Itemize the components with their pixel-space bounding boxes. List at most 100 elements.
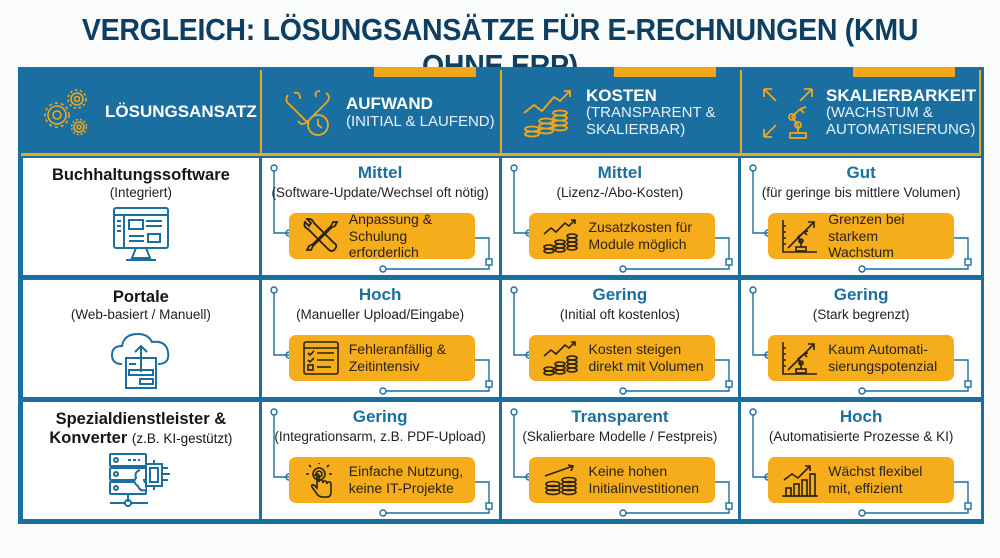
scale-robot-icon (763, 87, 813, 139)
pill-text: Module möglich (588, 236, 687, 252)
table-row: Spezialdienstleister & Konverter (z.B. KI… (21, 400, 981, 521)
comparison-table: LÖSUNGSANSATZ AUFWAND (INITIAL & LAUFEND… (18, 67, 984, 524)
pill-text: Fehleranfällig & (348, 341, 447, 358)
header-label: KOSTEN (586, 86, 657, 106)
note-pill: Zusatzkosten für Module möglich (528, 213, 715, 259)
wrench-screwdriver-icon (303, 218, 339, 252)
kosten-cell: Mittel (Lizenz-/Abo-Kosten) Zusatzkosten… (501, 158, 739, 275)
bar-chart-growth-icon (782, 465, 819, 497)
approach-name: Buchhaltungssoftware (51, 166, 230, 184)
rating-label: Gering (352, 407, 408, 426)
note-pill: Anpassung & Schulung erforderlich (288, 211, 475, 261)
coins-growth-icon (542, 219, 578, 254)
page-title: VERGLEICH: LÖSUNGSANSÄTZE FÜR E-RECHNUNG… (81, 12, 919, 83)
rating-label: Mittel (357, 163, 403, 182)
note-pill: Einfache Nutzung, keine IT-Projekte (288, 457, 475, 503)
rating-detail: (Manueller Upload/Eingabe) (296, 307, 465, 322)
rating-detail: (Software-Update/Wechsel oft nötig) (271, 185, 489, 200)
pill-text: keine IT-Projekte (348, 480, 454, 496)
robot-chart-icon (782, 342, 818, 375)
robot-chart-icon (782, 220, 818, 253)
header-accent-tab (374, 67, 476, 77)
skalierbarkeit-cell: Gut (für geringe bis mittlere Volumen) G… (741, 158, 981, 275)
rating-detail: (Stark begrenzt) (812, 307, 910, 322)
aufwand-cell: Mittel (Software-Update/Wechsel oft nöti… (261, 158, 499, 275)
note-pill: Kaum Automati-sierungspotenzial (768, 335, 955, 381)
approach-name: Spezialdienstleister & Konverter (z.B. KI… (23, 410, 259, 448)
rating-label: Gut (846, 163, 876, 182)
coins-growth-icon (542, 341, 578, 376)
approach-cell: Spezialdienstleister & Konverter (z.B. KI… (23, 402, 259, 519)
rating-label: Transparent (571, 407, 669, 426)
pill-text: Schulung erforderlich (348, 227, 419, 261)
header-label: LÖSUNGSANSATZ (105, 102, 257, 122)
pill-text: Wachstum (828, 244, 894, 261)
tools-clock-icon (285, 89, 330, 136)
aufwand-cell: Gering (Integrationsarm, z.B. PDF-Upload… (261, 402, 499, 519)
kosten-cell: Gering (Initial oft kostenlos) Kosten st… (501, 280, 739, 397)
checklist-form-icon (302, 341, 339, 375)
approach-sub: (z.B. KI-gestützt) (131, 430, 233, 446)
rating-label: Gering (592, 285, 648, 304)
header-label: SKALIERBARKEIT (826, 86, 977, 106)
skalierbarkeit-cell: Gering (Stark begrenzt) Kaum Automati-si… (741, 280, 981, 397)
pill-text: Anpassung & (348, 211, 433, 228)
table-row: Buchhaltungssoftware (Integriert) Mittel… (21, 156, 981, 277)
header-sublabel: AUTOMATISIERUNG) (826, 120, 976, 138)
aufwand-cell: Hoch (Manueller Upload/Eingabe) Fehleran… (261, 280, 499, 397)
pill-text: Keine hohen (588, 463, 668, 480)
monitor-software-icon (112, 206, 169, 261)
rating-detail: (Lizenz-/Abo-Kosten) (556, 185, 684, 200)
note-pill: Fehleranfällig & Zeitintensiv (288, 335, 475, 381)
pill-text: Grenzen bei starkem (828, 211, 905, 244)
rating-detail: (Integrationsarm, z.B. PDF-Upload) (274, 429, 486, 444)
rating-detail: (für geringe bis mittlere Volumen) (761, 185, 961, 200)
hand-tap-icon (305, 463, 332, 498)
approach-cell: Portale (Web-basiert / Manuell) (23, 280, 259, 397)
pill-text: mit, effizient (828, 480, 903, 496)
rating-label: Gering (833, 285, 889, 304)
header-sublabel: (TRANSPARENT & (586, 104, 716, 122)
header-sublabel: (WACHSTUM & (826, 104, 933, 122)
header-divider (21, 153, 981, 156)
pill-text: sierungspotenzial (828, 358, 938, 374)
skalierbarkeit-cell: Hoch (Automatisierte Prozesse & KI) Wäch… (741, 402, 981, 519)
table-header: LÖSUNGSANSATZ AUFWAND (INITIAL & LAUFEND… (21, 67, 981, 156)
rating-detail: (Initial oft kostenlos) (559, 307, 680, 322)
header-accent-tab (614, 67, 716, 77)
pill-text: Zeitintensiv (348, 358, 420, 374)
header-sublabel: SKALIERBAR) (586, 120, 686, 138)
rating-detail: (Automatisierte Prozesse & KI) (768, 429, 954, 444)
header-sublabel: (INITIAL & LAUFEND) (346, 112, 495, 130)
cloud-upload-icon (110, 332, 170, 389)
pill-text: Initialinvestitionen (588, 480, 700, 496)
coins-growth-icon (523, 89, 571, 137)
header-cell-aufwand: AUFWAND (INITIAL & LAUFEND) (262, 67, 502, 155)
header-label: AUFWAND (346, 94, 433, 114)
pill-text: Einfache Nutzung, (348, 463, 464, 480)
rating-label: Mittel (597, 163, 643, 182)
approach-name-line2: Konverter (49, 428, 128, 447)
pill-text: direkt mit Volumen (588, 358, 704, 374)
pill-text: Kosten steigen (588, 341, 682, 358)
note-pill: Keine hohen Initialinvestitionen (528, 457, 715, 503)
header-accent-tab (853, 67, 955, 77)
approach-name: Portale (112, 288, 169, 306)
gears-icon (44, 88, 88, 135)
note-pill: Grenzen bei starkem Wachstum (768, 211, 955, 261)
header-cell-loesungsansatz: LÖSUNGSANSATZ (21, 70, 262, 155)
approach-name-line1: Spezialdienstleister & (55, 410, 227, 428)
coins-arrow-icon (544, 464, 577, 496)
pill-text: Wächst flexibel (828, 463, 923, 480)
rating-label: Hoch (358, 285, 402, 304)
rating-label: Hoch (839, 407, 883, 426)
approach-sub: (Web-basiert / Manuell) (70, 306, 211, 322)
approach-cell: Buchhaltungssoftware (Integriert) (23, 158, 259, 275)
kosten-cell: Transparent (Skalierbare Modelle / Festp… (501, 402, 739, 519)
pill-text: Kaum Automati- (828, 341, 928, 358)
header-cell-skalierbarkeit: SKALIERBARKEIT (WACHSTUM & AUTOMATISIERU… (742, 67, 981, 155)
note-pill: Kosten steigen direkt mit Volumen (528, 335, 715, 381)
server-ai-chip-icon (108, 452, 170, 507)
header-cell-kosten: KOSTEN (TRANSPARENT & SKALIERBAR) (502, 67, 742, 155)
rating-detail: (Skalierbare Modelle / Festpreis) (522, 429, 718, 444)
